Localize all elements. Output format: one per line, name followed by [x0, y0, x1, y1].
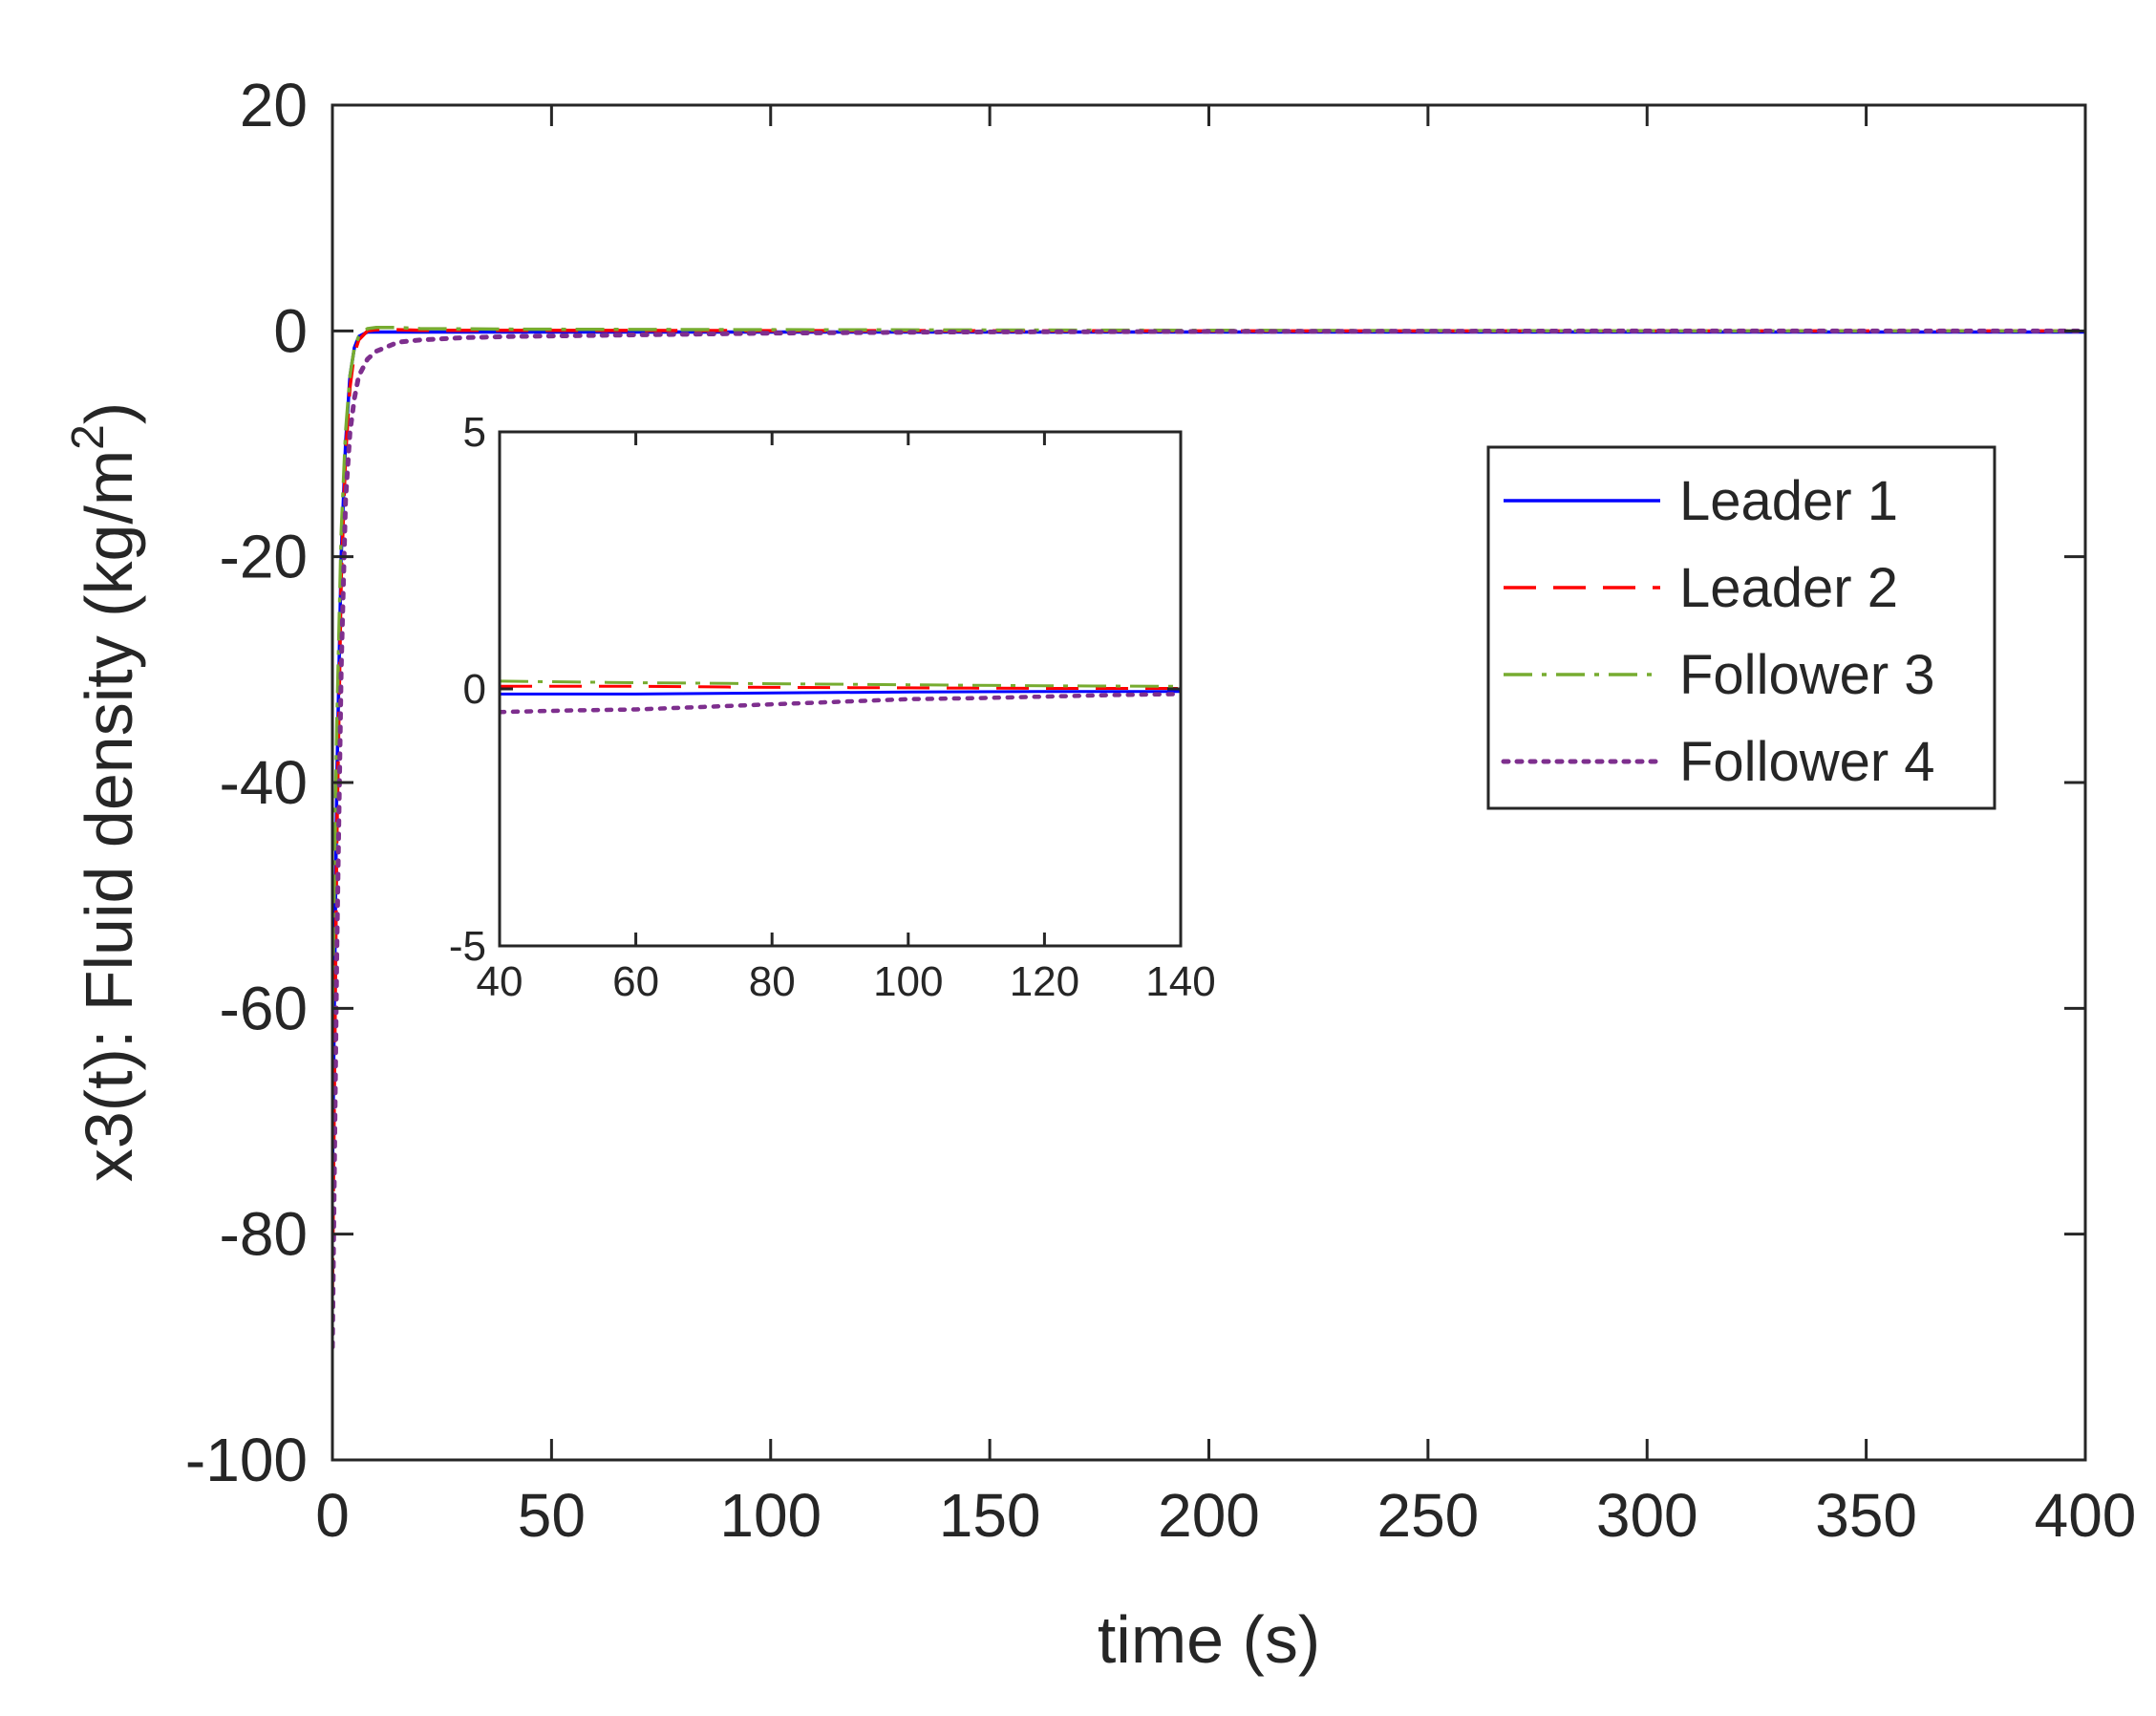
inset-x-tick-label: 80 — [749, 958, 796, 1005]
main-x-tick-label: 200 — [1158, 1481, 1260, 1550]
y-axis-title-close: ) — [72, 402, 146, 424]
main-y-tick-label: -60 — [220, 974, 309, 1042]
inset-series-follower-3 — [500, 679, 1181, 688]
inset-series-leader-1 — [500, 690, 1181, 696]
y-axis-title: x3(t): Fluid density (kg/m2) — [63, 402, 146, 1182]
main-y-tick-label: -40 — [220, 748, 309, 817]
main-series-follower-3 — [332, 326, 2085, 1009]
inset-x-tick-label: 60 — [612, 958, 659, 1005]
inset-x-tick-label: 120 — [1010, 958, 1079, 1005]
inset-y-tick-label: 0 — [463, 666, 486, 713]
inset-series-leader-2 — [500, 684, 1181, 690]
inset-y-tick-label: 5 — [463, 409, 486, 456]
x-axis-title: time (s) — [1098, 1602, 1320, 1677]
inset-y-tick-label: -5 — [449, 923, 486, 970]
inset-x-tick-label: 40 — [477, 958, 523, 1005]
main-y-tick-label: -80 — [220, 1200, 309, 1269]
main-y-tick-label: 0 — [273, 296, 308, 365]
legend-label: Leader 1 — [1679, 470, 1898, 532]
legend-label: Follower 3 — [1679, 644, 1935, 706]
legend: Leader 1 Leader 2 Follower 3 Follower 4 — [1486, 445, 1996, 810]
y-axis-title-superscript: 2 — [63, 424, 114, 450]
main-x-tick-label: 50 — [518, 1481, 586, 1550]
inset-x-tick-label: 140 — [1145, 958, 1215, 1005]
main-x-tick-label: 300 — [1596, 1481, 1698, 1550]
main-x-tick-label: 150 — [939, 1481, 1041, 1550]
legend-label: Follower 4 — [1679, 731, 1935, 793]
main-x-tick-label: 0 — [315, 1481, 350, 1550]
inset-series-follower-4 — [500, 692, 1181, 715]
main-x-tick-label: 400 — [2035, 1481, 2137, 1550]
inset-x-tick-label: 100 — [873, 958, 943, 1005]
legend-box — [1486, 445, 1996, 810]
main-x-tick-label: 350 — [1815, 1481, 1917, 1550]
main-x-tick-label: 100 — [719, 1481, 822, 1550]
main-series-follower-4 — [332, 328, 2085, 1350]
main-y-tick-label: -20 — [220, 523, 309, 591]
legend-label: Leader 2 — [1679, 557, 1898, 619]
main-y-tick-label: -100 — [185, 1426, 308, 1494]
main-x-tick-label: 250 — [1377, 1481, 1479, 1550]
y-axis-title-text: x3(t): Fluid density (kg/m — [72, 450, 146, 1182]
inset-plot: 40 60 80 100 120 140 -5 0 5 — [449, 409, 1216, 1005]
main-y-tick-label: 20 — [240, 71, 308, 139]
inset-plot-area — [500, 432, 1181, 946]
